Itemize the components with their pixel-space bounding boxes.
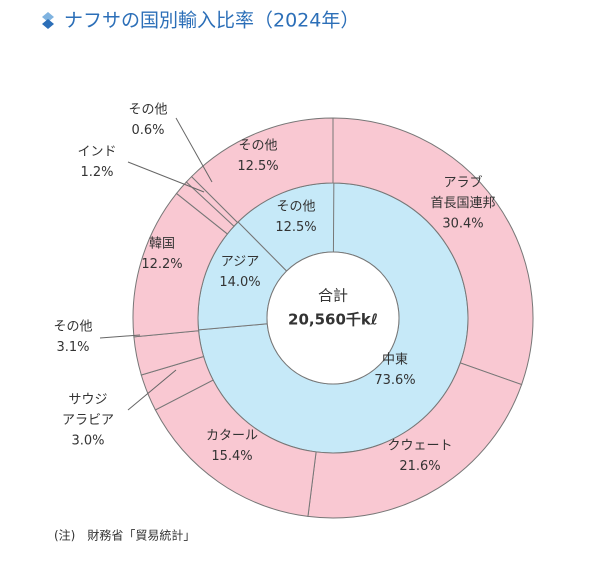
donut-segment — [332, 117, 534, 386]
segment-label: その他 — [53, 320, 92, 335]
segment-label: その他 — [128, 103, 167, 118]
value-label: 15.4% — [211, 449, 252, 464]
chart-title: ナフサの国別輸入比率（2024年） — [64, 10, 359, 32]
value-label: 3.1% — [56, 340, 89, 355]
value-label: 12.2% — [141, 257, 182, 272]
leader-line — [99, 334, 141, 339]
title-icon — [42, 12, 54, 22]
center-label: 20,560千kℓ — [288, 311, 378, 329]
value-label: 12.5% — [275, 220, 316, 235]
segment-label: その他 — [276, 200, 315, 215]
segment-label: サウジ — [68, 393, 107, 408]
segment-label: 韓国 — [149, 237, 175, 252]
value-label: 30.4% — [442, 217, 483, 232]
title-icon — [42, 19, 54, 29]
center-label: 合計 — [318, 287, 348, 305]
segment-label: カタール — [206, 429, 258, 444]
value-label: 12.5% — [237, 159, 278, 174]
donut-segment — [190, 117, 334, 224]
segment-label: クウェート — [387, 439, 452, 454]
value-label: 1.2% — [80, 165, 113, 180]
leader-line — [127, 161, 205, 193]
value-label: 73.6% — [374, 373, 415, 388]
segment-label: インド — [77, 145, 116, 160]
value-label: 14.0% — [219, 275, 260, 290]
leader-line — [175, 117, 213, 183]
leader-line — [127, 369, 177, 411]
segment-label: アジア — [221, 255, 259, 270]
segment-label: その他 — [238, 139, 277, 154]
value-label: 21.6% — [399, 459, 440, 474]
value-label: 3.0% — [71, 434, 104, 449]
donut-segment — [307, 362, 523, 519]
note: (注) 財務省「貿易統計」 — [54, 528, 195, 543]
segment-label: アラビア — [62, 413, 114, 428]
leader-lines — [99, 117, 213, 411]
value-label: 0.6% — [131, 123, 164, 138]
segment-label: アラブ — [443, 175, 482, 191]
donut-hole — [266, 251, 400, 385]
segment-label: 中東 — [382, 352, 408, 368]
segment-label: 首長国連邦 — [430, 196, 495, 211]
